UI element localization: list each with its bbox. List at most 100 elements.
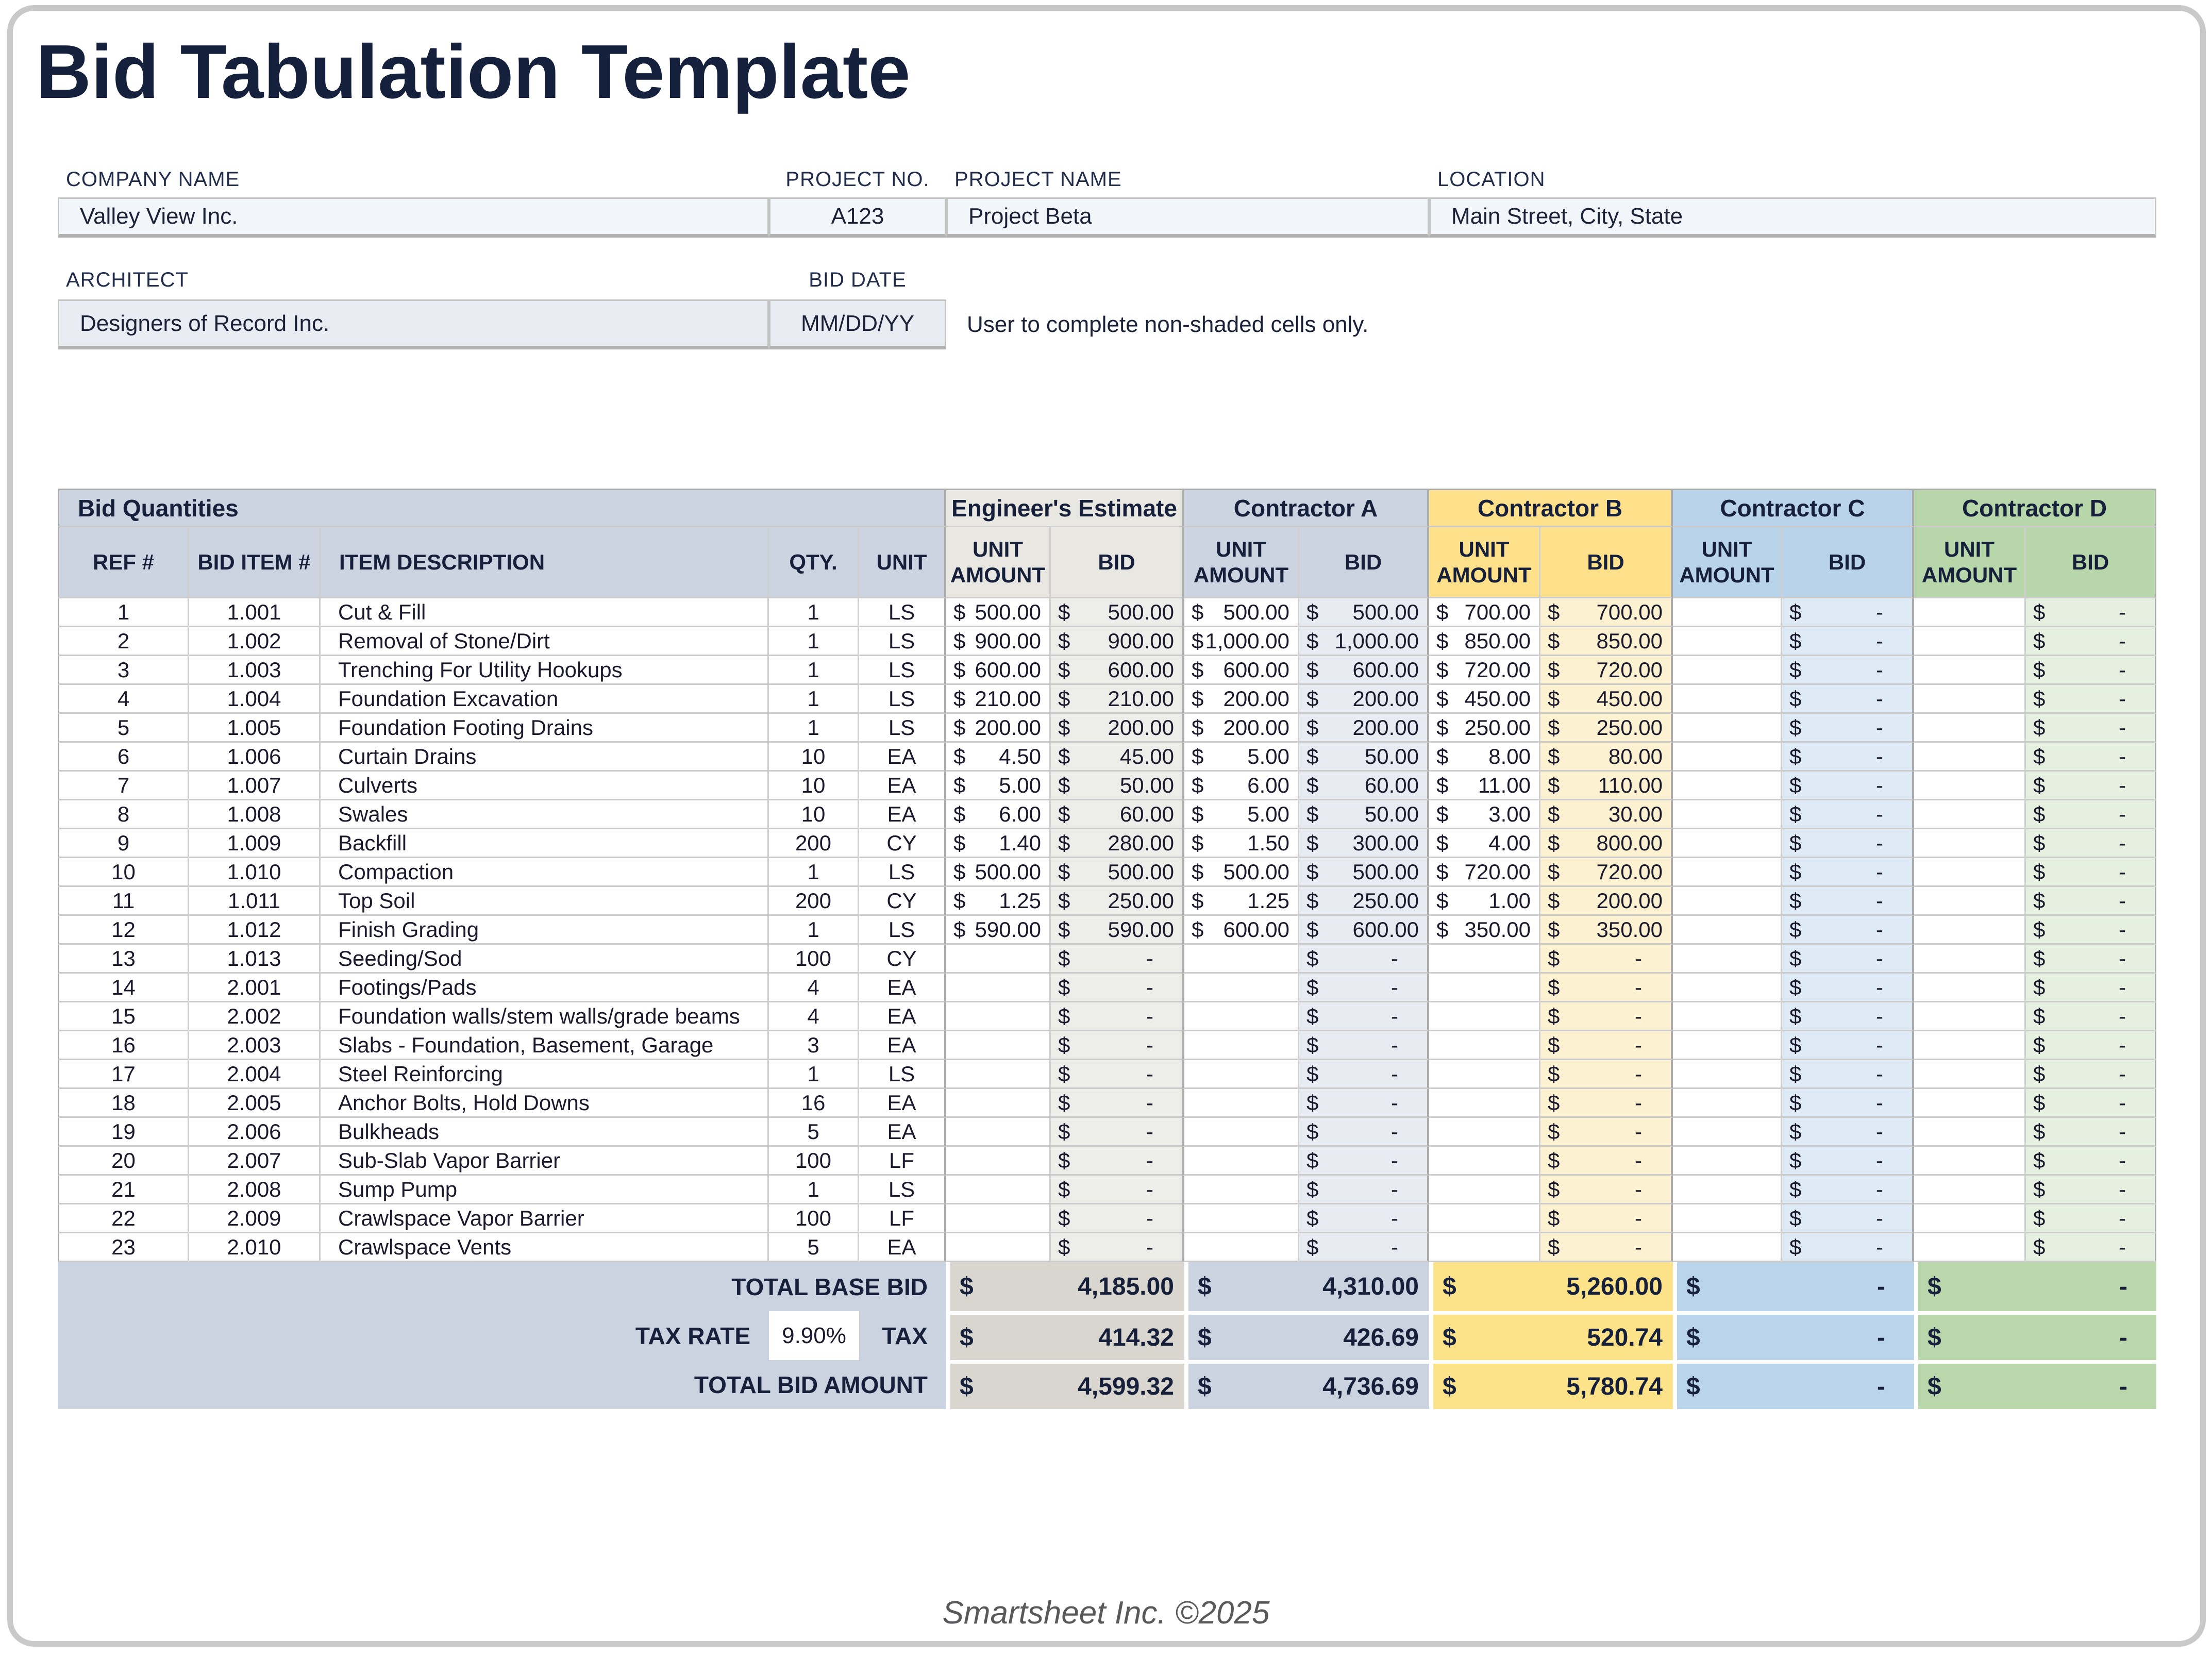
- cell-eng_unit[interactable]: [946, 1233, 1051, 1262]
- cell-a_unit[interactable]: $6.00: [1184, 772, 1299, 800]
- cell-b_unit[interactable]: [1429, 1031, 1540, 1060]
- cell-b_unit[interactable]: $1.00: [1429, 887, 1540, 916]
- cell-eng_unit[interactable]: [946, 1204, 1051, 1233]
- cell-b_unit[interactable]: [1429, 1118, 1540, 1147]
- cell-a_unit[interactable]: $1,000.00: [1184, 627, 1299, 656]
- cell-b_unit[interactable]: $4.00: [1429, 829, 1540, 858]
- cell-eng_unit[interactable]: $500.00: [946, 858, 1051, 887]
- cell-c_unit[interactable]: [1673, 598, 1782, 627]
- cell-d_unit[interactable]: [1914, 1060, 2026, 1089]
- cell-b_unit[interactable]: $720.00: [1429, 656, 1540, 685]
- cell-d_unit[interactable]: [1914, 945, 2026, 974]
- cell-c_unit[interactable]: [1673, 685, 1782, 714]
- cell-a_unit[interactable]: $500.00: [1184, 598, 1299, 627]
- cell-a_unit[interactable]: $5.00: [1184, 800, 1299, 829]
- cell-eng_unit[interactable]: [946, 1089, 1051, 1118]
- cell-d_unit[interactable]: [1914, 656, 2026, 685]
- cell-d_unit[interactable]: [1914, 1002, 2026, 1031]
- cell-eng_unit[interactable]: [946, 1176, 1051, 1204]
- cell-c_unit[interactable]: [1673, 743, 1782, 772]
- cell-c_unit[interactable]: [1673, 1204, 1782, 1233]
- cell-eng_unit[interactable]: $500.00: [946, 598, 1051, 627]
- cell-c_unit[interactable]: [1673, 1002, 1782, 1031]
- cell-b_unit[interactable]: $720.00: [1429, 858, 1540, 887]
- cell-b_unit[interactable]: [1429, 974, 1540, 1002]
- cell-d_unit[interactable]: [1914, 743, 2026, 772]
- cell-c_unit[interactable]: [1673, 1031, 1782, 1060]
- cell-b_unit[interactable]: $250.00: [1429, 714, 1540, 743]
- cell-d_unit[interactable]: [1914, 772, 2026, 800]
- cell-a_unit[interactable]: [1184, 1031, 1299, 1060]
- cell-c_unit[interactable]: [1673, 1060, 1782, 1089]
- cell-a_unit[interactable]: [1184, 1118, 1299, 1147]
- cell-a_unit[interactable]: $600.00: [1184, 656, 1299, 685]
- cell-a_unit[interactable]: $200.00: [1184, 685, 1299, 714]
- cell-d_unit[interactable]: [1914, 916, 2026, 945]
- cell-eng_unit[interactable]: [946, 1147, 1051, 1176]
- cell-b_unit[interactable]: [1429, 1204, 1540, 1233]
- cell-a_unit[interactable]: [1184, 1204, 1299, 1233]
- cell-c_unit[interactable]: [1673, 1147, 1782, 1176]
- cell-c_unit[interactable]: [1673, 772, 1782, 800]
- cell-b_unit[interactable]: [1429, 945, 1540, 974]
- cell-a_unit[interactable]: $500.00: [1184, 858, 1299, 887]
- cell-b_unit[interactable]: $8.00: [1429, 743, 1540, 772]
- cell-a_unit[interactable]: $200.00: [1184, 714, 1299, 743]
- cell-c_unit[interactable]: [1673, 887, 1782, 916]
- tax-rate-input[interactable]: 9.90%: [769, 1311, 859, 1360]
- cell-d_unit[interactable]: [1914, 858, 2026, 887]
- cell-c_unit[interactable]: [1673, 800, 1782, 829]
- cell-eng_unit[interactable]: $590.00: [946, 916, 1051, 945]
- cell-a_unit[interactable]: [1184, 1060, 1299, 1089]
- cell-d_unit[interactable]: [1914, 829, 2026, 858]
- cell-b_unit[interactable]: $700.00: [1429, 598, 1540, 627]
- architect-field[interactable]: Designers of Record Inc.: [58, 299, 769, 349]
- cell-b_unit[interactable]: [1429, 1176, 1540, 1204]
- cell-a_unit[interactable]: [1184, 1002, 1299, 1031]
- cell-b_unit[interactable]: $850.00: [1429, 627, 1540, 656]
- cell-d_unit[interactable]: [1914, 1204, 2026, 1233]
- cell-c_unit[interactable]: [1673, 1089, 1782, 1118]
- cell-eng_unit[interactable]: [946, 1002, 1051, 1031]
- cell-d_unit[interactable]: [1914, 685, 2026, 714]
- cell-eng_unit[interactable]: $900.00: [946, 627, 1051, 656]
- cell-a_unit[interactable]: $5.00: [1184, 743, 1299, 772]
- cell-d_unit[interactable]: [1914, 627, 2026, 656]
- cell-a_unit[interactable]: [1184, 1176, 1299, 1204]
- cell-c_unit[interactable]: [1673, 627, 1782, 656]
- cell-d_unit[interactable]: [1914, 887, 2026, 916]
- cell-a_unit[interactable]: $1.50: [1184, 829, 1299, 858]
- cell-c_unit[interactable]: [1673, 714, 1782, 743]
- cell-eng_unit[interactable]: $1.25: [946, 887, 1051, 916]
- cell-d_unit[interactable]: [1914, 800, 2026, 829]
- cell-eng_unit[interactable]: $200.00: [946, 714, 1051, 743]
- cell-c_unit[interactable]: [1673, 1233, 1782, 1262]
- cell-b_unit[interactable]: $450.00: [1429, 685, 1540, 714]
- cell-b_unit[interactable]: [1429, 1089, 1540, 1118]
- cell-eng_unit[interactable]: $210.00: [946, 685, 1051, 714]
- cell-b_unit[interactable]: $11.00: [1429, 772, 1540, 800]
- location-field[interactable]: Main Street, City, State: [1429, 197, 2156, 238]
- cell-d_unit[interactable]: [1914, 714, 2026, 743]
- cell-a_unit[interactable]: [1184, 1089, 1299, 1118]
- cell-eng_unit[interactable]: [946, 974, 1051, 1002]
- cell-d_unit[interactable]: [1914, 1031, 2026, 1060]
- cell-a_unit[interactable]: $600.00: [1184, 916, 1299, 945]
- cell-b_unit[interactable]: [1429, 1233, 1540, 1262]
- cell-d_unit[interactable]: [1914, 1147, 2026, 1176]
- cell-eng_unit[interactable]: $6.00: [946, 800, 1051, 829]
- bid-date-field[interactable]: MM/DD/YY: [769, 299, 946, 349]
- cell-d_unit[interactable]: [1914, 598, 2026, 627]
- project-name-field[interactable]: Project Beta: [946, 197, 1429, 238]
- cell-d_unit[interactable]: [1914, 1176, 2026, 1204]
- cell-eng_unit[interactable]: $1.40: [946, 829, 1051, 858]
- project-no-field[interactable]: A123: [769, 197, 946, 238]
- cell-c_unit[interactable]: [1673, 974, 1782, 1002]
- company-name-field[interactable]: Valley View Inc.: [58, 197, 769, 238]
- cell-b_unit[interactable]: $3.00: [1429, 800, 1540, 829]
- cell-a_unit[interactable]: $1.25: [1184, 887, 1299, 916]
- cell-c_unit[interactable]: [1673, 1118, 1782, 1147]
- cell-c_unit[interactable]: [1673, 1176, 1782, 1204]
- cell-a_unit[interactable]: [1184, 1147, 1299, 1176]
- cell-d_unit[interactable]: [1914, 1118, 2026, 1147]
